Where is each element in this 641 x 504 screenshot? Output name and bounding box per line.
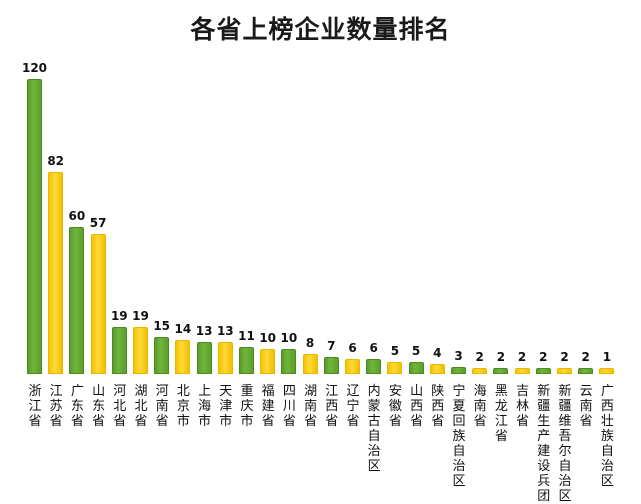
category-label: 广西壮族自治区 [600, 384, 614, 489]
category-label: 海南省 [473, 384, 487, 429]
value-label: 57 [89, 215, 107, 230]
category-label: 湖南省 [304, 384, 318, 429]
value-label: 14 [174, 321, 192, 336]
bar [535, 368, 551, 374]
bar [281, 349, 297, 374]
category-label: 重庆市 [240, 384, 254, 429]
category-label: 新疆生产建设兵团 [537, 384, 551, 504]
value-label: 60 [68, 208, 86, 223]
bar [578, 368, 594, 374]
category-label: 广东省 [70, 384, 84, 429]
bar [493, 368, 509, 374]
bar [90, 233, 106, 374]
bar [345, 359, 360, 374]
bar [323, 356, 339, 374]
value-label: 2 [517, 350, 527, 364]
value-label: 11 [238, 328, 255, 343]
category-label: 云南省 [579, 384, 593, 429]
category-label: 安徽省 [388, 384, 402, 429]
bar [366, 359, 382, 374]
bar [196, 342, 212, 374]
value-label: 7 [327, 338, 336, 353]
value-label: 13 [195, 324, 213, 339]
value-label: 2 [496, 350, 506, 364]
category-label: 山西省 [410, 384, 424, 429]
category-label: 福建省 [261, 384, 275, 429]
bar [302, 354, 318, 374]
value-label: 15 [153, 319, 171, 334]
value-label: 19 [132, 309, 149, 324]
category-label: 陕西省 [431, 384, 445, 429]
value-label: 2 [560, 350, 569, 364]
bar [472, 368, 488, 374]
bar [557, 368, 572, 374]
category-label: 上海市 [198, 384, 212, 429]
category-label: 天津市 [219, 384, 233, 429]
bar [48, 172, 64, 374]
category-label: 内蒙古自治区 [367, 384, 381, 474]
bar [175, 339, 191, 374]
category-label: 辽宁省 [346, 384, 360, 429]
category-label: 湖北省 [134, 384, 148, 429]
value-label: 13 [216, 324, 234, 339]
value-label: 10 [259, 331, 277, 346]
bar [111, 327, 127, 374]
category-label: 江西省 [325, 384, 339, 429]
category-label: 新疆维吾尔自治区 [558, 384, 572, 504]
value-label: 6 [369, 341, 378, 356]
chart-title: 各省上榜企业数量排名 [190, 15, 451, 44]
bar [429, 364, 445, 374]
bar [260, 349, 276, 374]
category-label: 河南省 [155, 384, 169, 429]
category-label: 河北省 [113, 384, 127, 429]
value-label: 2 [581, 350, 590, 364]
value-label: 1 [602, 350, 612, 364]
value-label: 5 [390, 343, 400, 358]
category-label: 宁夏回族自治区 [452, 384, 466, 489]
value-label: 6 [348, 341, 357, 356]
value-label: 10 [280, 331, 298, 346]
value-label: 2 [475, 350, 484, 364]
value-label: 8 [305, 336, 315, 351]
category-label: 黑龙江省 [494, 384, 508, 444]
bar [69, 226, 85, 374]
category-label: 四川省 [282, 384, 296, 429]
bar [154, 337, 170, 374]
value-label: 5 [411, 343, 421, 358]
category-label: 吉林省 [516, 384, 530, 429]
bar [451, 366, 466, 374]
bar [217, 342, 233, 374]
value-label: 19 [110, 309, 128, 324]
bar [599, 368, 615, 374]
bar [514, 368, 530, 374]
bar [239, 346, 254, 374]
category-label: 山东省 [92, 384, 106, 429]
bar [408, 361, 424, 374]
value-label: 120 [21, 61, 48, 75]
category-label: 北京市 [176, 384, 190, 429]
value-label: 3 [454, 348, 463, 363]
category-label: 江苏省 [49, 384, 63, 429]
category-label: 浙江省 [28, 384, 42, 429]
bar [387, 361, 403, 374]
value-label: 82 [47, 154, 65, 169]
bar [133, 327, 148, 374]
value-label: 2 [539, 350, 548, 364]
value-label: 4 [433, 346, 442, 361]
bar [27, 79, 42, 374]
